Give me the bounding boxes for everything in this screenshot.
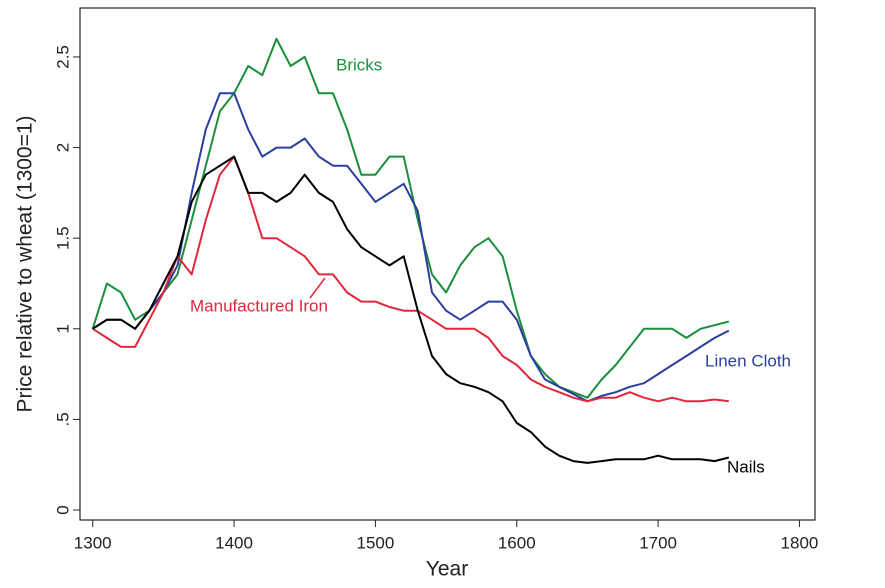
x-tick-label: 1500 bbox=[356, 533, 394, 552]
x-tick-label: 1300 bbox=[74, 533, 112, 552]
y-tick-label: 1 bbox=[53, 324, 72, 333]
plot-frame bbox=[79, 7, 816, 521]
series-label: Linen Cloth bbox=[705, 351, 791, 370]
x-tick-label: 1800 bbox=[781, 533, 819, 552]
series-label: Manufactured Iron bbox=[190, 296, 328, 315]
label-leader bbox=[309, 277, 326, 299]
x-axis-title: Year bbox=[426, 558, 468, 581]
y-tick-label: 0 bbox=[53, 505, 72, 514]
y-tick-label: 2 bbox=[53, 143, 72, 152]
x-tick-label: 1400 bbox=[215, 533, 253, 552]
series-line bbox=[92, 92, 730, 403]
series-label: Nails bbox=[727, 457, 765, 476]
y-tick-label: .5 bbox=[53, 412, 72, 426]
x-tick-label: 1600 bbox=[498, 533, 536, 552]
y-axis-title: Price relative to wheat (1300=1) bbox=[14, 115, 37, 412]
series-label: Bricks bbox=[336, 55, 382, 74]
series-line bbox=[92, 155, 729, 403]
y-tick-label: 2.5 bbox=[53, 45, 72, 69]
series-line bbox=[91, 37, 730, 399]
x-tick-label: 1700 bbox=[639, 533, 677, 552]
y-tick-label: 1.5 bbox=[53, 226, 72, 250]
series-line bbox=[92, 155, 730, 464]
